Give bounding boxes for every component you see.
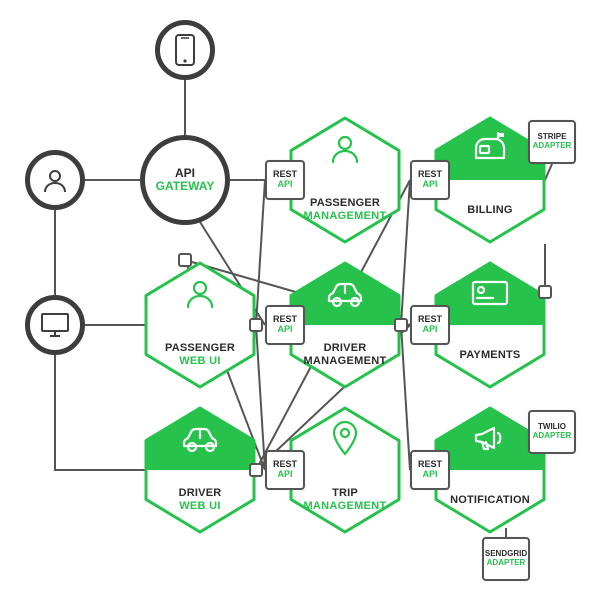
twilio-adapter-badge: TWILIOADAPTER	[528, 410, 576, 454]
user-icon	[41, 166, 69, 194]
hex-label-line2: WEB UI	[179, 500, 221, 513]
hex-label-line1: PASSENGER	[310, 197, 380, 210]
hex-label: NOTIFICATION	[434, 476, 546, 524]
pin-icon	[289, 410, 401, 466]
port	[394, 318, 408, 332]
rest-api-badge: RESTAPI	[410, 450, 450, 490]
adapter-line2: ADAPTER	[487, 559, 526, 568]
adapter-line2: ADAPTER	[533, 432, 572, 441]
adapter-line2: ADAPTER	[533, 142, 572, 151]
edge	[256, 325, 265, 470]
user-icon	[289, 120, 401, 176]
badge-line2: API	[422, 470, 437, 480]
hex-label: TRIPMANAGEMENT	[289, 476, 401, 524]
gateway-label-line1: API	[175, 166, 195, 180]
node-monitor	[25, 295, 85, 355]
hex-label: DRIVERMANAGEMENT	[289, 331, 401, 379]
mobile-icon	[174, 33, 196, 67]
car-icon	[144, 410, 256, 466]
rest-api-badge: RESTAPI	[265, 160, 305, 200]
car-icon	[289, 265, 401, 321]
stripe-adapter-badge: STRIPEADAPTER	[528, 120, 576, 164]
hex-driver-mgmt: DRIVERMANAGEMENT	[289, 261, 401, 389]
hex-payments: PAYMENTS	[434, 261, 546, 389]
hex-label-line1: DRIVER	[324, 342, 367, 355]
hex-label: PASSENGERWEB UI	[144, 331, 256, 379]
port	[178, 253, 192, 267]
port	[249, 463, 263, 477]
hex-passenger-mgmt: PASSENGERMANAGEMENT	[289, 116, 401, 244]
rest-api-badge: RESTAPI	[265, 305, 305, 345]
rest-api-badge: RESTAPI	[410, 160, 450, 200]
port	[538, 285, 552, 299]
badge-line2: API	[277, 325, 292, 335]
badge-line2: API	[277, 180, 292, 190]
sendgrid-adapter-badge: SENDGRIDADAPTER	[482, 537, 530, 581]
diagram-stage: API GATEWAY PASSENGERMANAGEMENT BILLING …	[0, 0, 598, 610]
port	[249, 318, 263, 332]
gateway-label: API GATEWAY	[156, 167, 215, 193]
hex-label-line1: DRIVER	[179, 487, 222, 500]
hex-passenger-ui: PASSENGERWEB UI	[144, 261, 256, 389]
monitor-icon	[40, 312, 70, 338]
gateway-label-line2: GATEWAY	[156, 180, 215, 193]
user-icon	[144, 265, 256, 321]
hex-label-line2: MANAGEMENT	[303, 500, 386, 513]
hex-label-line1: NOTIFICATION	[450, 494, 530, 507]
hex-label: BILLING	[434, 186, 546, 234]
badge-line2: API	[422, 180, 437, 190]
node-mobile	[155, 20, 215, 80]
hex-label-line1: PASSENGER	[165, 342, 235, 355]
rest-api-badge: RESTAPI	[410, 305, 450, 345]
badge-line2: API	[422, 325, 437, 335]
edge	[545, 164, 552, 180]
node-user	[25, 150, 85, 210]
hex-label-line2: MANAGEMENT	[303, 355, 386, 368]
edge	[55, 355, 148, 470]
edge	[401, 325, 410, 470]
hex-trip-mgmt: TRIPMANAGEMENT	[289, 406, 401, 534]
hex-label-line1: BILLING	[467, 204, 512, 217]
edge	[401, 180, 410, 325]
edge	[256, 180, 265, 325]
hex-label-line2: WEB UI	[179, 355, 221, 368]
hex-driver-ui: DRIVERWEB UI	[144, 406, 256, 534]
card-icon	[434, 265, 546, 321]
hex-label-line1: PAYMENTS	[460, 349, 521, 362]
badge-line2: API	[277, 470, 292, 480]
rest-api-badge: RESTAPI	[265, 450, 305, 490]
hex-label-line1: TRIP	[332, 487, 358, 500]
hex-label: PASSENGERMANAGEMENT	[289, 186, 401, 234]
hex-label-line2: MANAGEMENT	[303, 210, 386, 223]
hex-label: DRIVERWEB UI	[144, 476, 256, 524]
node-api-gateway: API GATEWAY	[140, 135, 230, 225]
hex-label: PAYMENTS	[434, 331, 546, 379]
